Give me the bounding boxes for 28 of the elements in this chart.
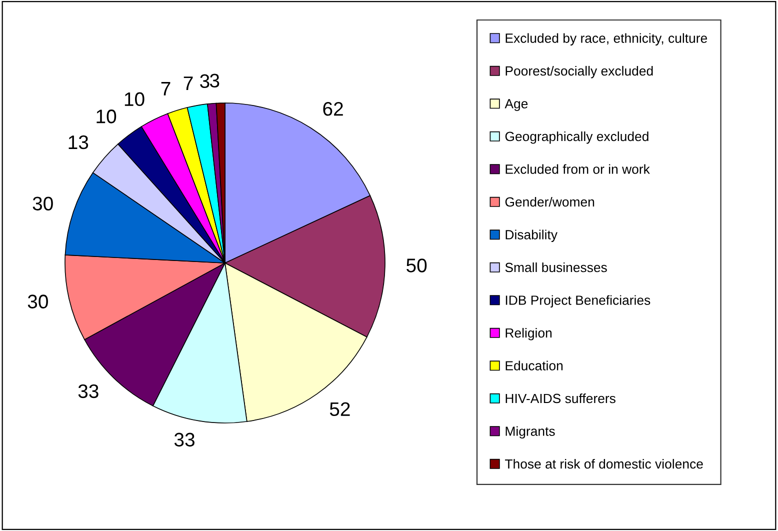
legend-label: Education [506,360,563,370]
legend-label: Poorest/socially excluded [506,66,653,78]
legend-label: Migrants [506,426,555,439]
data-label: 50 [406,258,427,272]
legend-label: Gender/women [505,196,594,207]
data-label: 30 [28,294,48,308]
legend-label: Religion [506,328,552,340]
data-label: 52 [330,402,350,416]
legend-label: Excluded by race, ethnicity, culture [506,33,708,46]
legend-label: Disability [506,230,558,242]
data-label: 3 [200,74,210,88]
legend-label: Small businesses [505,262,607,272]
legend-label: Excluded from or in work [506,164,650,174]
data-label: 33 [78,384,98,398]
data-label: 7 [161,82,170,96]
data-label: 3 [210,74,220,88]
data-label: 10 [124,92,144,106]
legend-label: Geographically excluded [505,131,648,144]
data-label: 30 [32,196,53,210]
legend-label: IDB Project Beneficiaries [506,295,650,308]
data-label: 7 [184,76,193,90]
legend-label: HIV-AIDS sufferers [506,393,616,404]
data-label: 33 [174,432,194,447]
data-label: 62 [323,102,343,116]
legend-label: Age [504,99,528,111]
data-label: 10 [96,110,116,124]
data-label: 13 [68,135,88,150]
legend-label: Those at risk of domestic violence [505,458,703,469]
